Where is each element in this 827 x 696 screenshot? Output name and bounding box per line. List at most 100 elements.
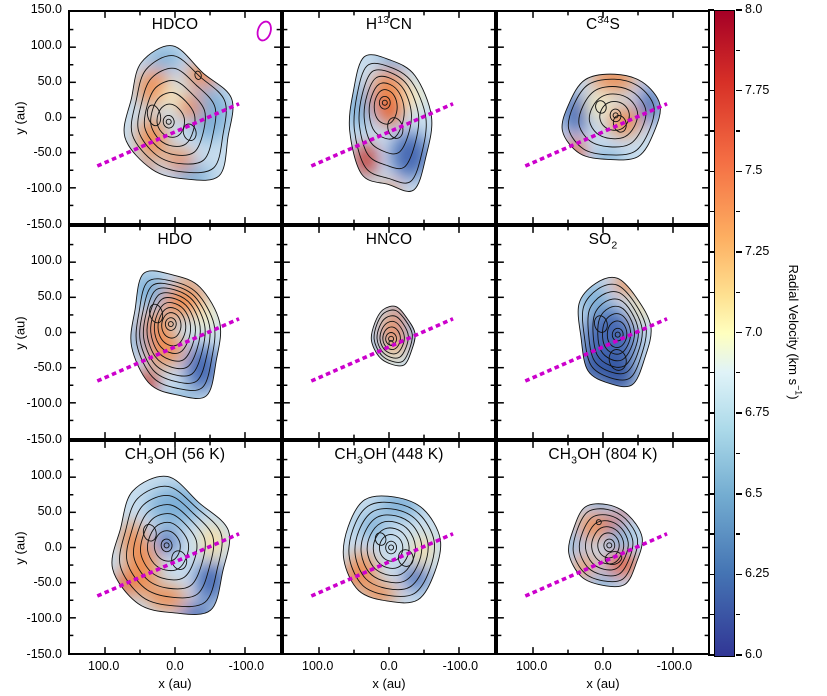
panel-h13cn: H13CN <box>282 10 496 225</box>
colorbar-tick <box>736 654 742 656</box>
intensity-contours <box>124 46 233 181</box>
velocity-field <box>111 476 230 615</box>
colorbar-tick-label: 7.25 <box>745 243 770 258</box>
disk-axis-line <box>525 319 667 381</box>
x-tick-label: 0.0 <box>380 659 398 673</box>
colorbar-tick-label: 6.75 <box>745 405 770 420</box>
y-tick-label: -150.0 <box>26 432 62 446</box>
panel-title: HNCO <box>365 231 413 249</box>
y-tick-label: -50.0 <box>33 575 63 590</box>
colorbar-tick <box>708 251 714 253</box>
colorbar-minor-tick <box>736 210 740 213</box>
colorbar-minor-tick <box>710 210 714 213</box>
axis-ticks <box>70 442 280 653</box>
disk-axis-line <box>311 104 453 166</box>
colorbar-tick <box>708 493 714 495</box>
panel-so2: SO2 <box>496 225 710 440</box>
intensity-contours <box>349 55 432 192</box>
disk-axis-line <box>525 534 667 596</box>
colorbar-tick <box>708 654 714 656</box>
colorbar-tick <box>736 9 742 11</box>
moment-map-hnco <box>284 227 494 438</box>
colorbar-tick-label: 6.0 <box>745 647 763 661</box>
colorbar-tick-label: 6.25 <box>745 566 770 581</box>
colorbar-tick <box>708 412 714 414</box>
axis-ticks <box>498 227 708 438</box>
colorbar-tick <box>708 89 714 92</box>
axis-ticks <box>284 12 494 223</box>
colorbar-minor-tick <box>736 49 740 51</box>
y-axis-label: y (au) <box>12 315 28 350</box>
colorbar-tick-label: 7.0 <box>745 324 763 339</box>
disk-axis-line <box>525 104 667 166</box>
y-axis-label: y (au) <box>12 530 28 565</box>
velocity-field <box>124 45 233 181</box>
x-tick-label: 100.0 <box>302 659 334 673</box>
y-tick-label: 100.0 <box>30 467 62 482</box>
panel-title: HDO <box>157 231 193 249</box>
y-tick-label: -50.0 <box>33 145 63 160</box>
colorbar-minor-tick <box>736 372 740 374</box>
colorbar-minor-tick <box>710 452 714 455</box>
x-axis-label: x (au) <box>372 676 406 691</box>
intensity-contours <box>562 74 660 160</box>
axis-ticks <box>70 227 280 438</box>
axis-ticks <box>498 442 708 653</box>
intensity-contours <box>569 504 643 587</box>
panel-ch3oh-804k: CH3OH (804 K) <box>496 440 710 655</box>
intensity-contours <box>131 271 221 399</box>
colorbar-tick-label: 6.5 <box>745 485 763 500</box>
disk-axis-line <box>97 319 239 381</box>
y-tick-label: 50.0 <box>37 73 62 88</box>
colorbar-minor-tick <box>710 291 714 293</box>
axis-ticks <box>498 12 708 223</box>
y-tick-label: -150.0 <box>26 647 62 661</box>
colorbar-tick <box>736 89 742 92</box>
moment-map-c34s <box>498 12 708 223</box>
colorbar-minor-tick <box>710 49 714 51</box>
colorbar-tick-label: 7.5 <box>745 163 763 178</box>
panel-c34s: C34S <box>496 10 710 225</box>
y-tick-label: 50.0 <box>37 288 62 303</box>
panel-hdo: HDO <box>68 225 282 440</box>
colorbar-tick <box>736 251 742 253</box>
moment-map-hdco <box>70 12 280 223</box>
y-tick-label: 50.0 <box>37 503 62 518</box>
intensity-contours <box>343 496 440 603</box>
y-tick-label: -150.0 <box>26 217 62 231</box>
velocity-field <box>130 270 221 399</box>
x-tick-label: 0.0 <box>166 659 184 673</box>
x-axis-label: x (au) <box>158 676 192 691</box>
colorbar-tick <box>708 331 714 334</box>
colorbar-minor-tick <box>710 372 714 374</box>
disk-axis-line <box>311 319 453 381</box>
y-axis-label: y (au) <box>12 100 28 135</box>
y-tick-label: -100.0 <box>26 181 62 196</box>
y-tick-label: -100.0 <box>26 396 62 411</box>
disk-axis-line <box>311 534 453 596</box>
colorbar-tick <box>736 170 742 172</box>
moment-map-hdo <box>70 227 280 438</box>
colorbar-minor-tick <box>710 614 714 616</box>
disk-axis-line <box>97 534 239 596</box>
x-tick-label: -100.0 <box>656 659 693 673</box>
y-tick-label: 0.0 <box>44 539 62 554</box>
moment-map-ch3oh-56k <box>70 442 280 653</box>
x-tick-label: 100.0 <box>516 659 548 673</box>
panel-title: H13CN <box>365 14 413 34</box>
y-tick-label: -100.0 <box>26 611 62 626</box>
colorbar <box>714 10 735 657</box>
colorbar-minor-tick <box>736 291 740 293</box>
colorbar-minor-tick <box>736 130 740 132</box>
panel-ch3oh-448k: CH3OH (448 K) <box>282 440 496 655</box>
colorbar-tick-label: 8.0 <box>745 2 763 16</box>
velocity-field <box>578 277 652 387</box>
y-tick-label: 100.0 <box>30 252 62 267</box>
colorbar-tick <box>736 412 742 414</box>
panel-hnco: HNCO <box>282 225 496 440</box>
panel-title: SO2 <box>588 231 618 252</box>
moment-map-h13cn <box>284 12 494 223</box>
moment-map-ch3oh-804k <box>498 442 708 653</box>
colorbar-tick <box>736 493 742 495</box>
panel-title: C34S <box>585 14 621 34</box>
